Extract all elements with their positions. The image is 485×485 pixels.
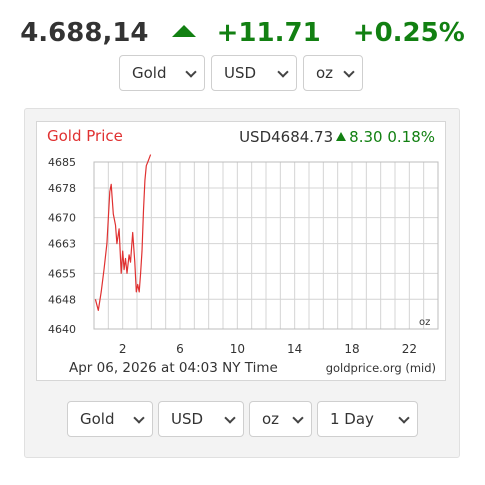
price-change: +11.71 [216,18,321,48]
price-header: 4.688,14 +11.71 +0.25% [0,18,485,48]
chevron-down-icon [224,412,236,424]
y-tick-label: 4655 [48,267,76,280]
currency-select[interactable]: USD [158,401,244,437]
plot-frame [93,161,439,330]
range-select-value: 1 Day [330,410,374,428]
unit-select-top[interactable]: oz [303,55,363,91]
chart-quote-price: USD4684.73 [239,128,334,146]
up-arrow-icon [171,24,196,37]
chevron-down-icon [398,412,410,424]
x-tick-label: 10 [230,342,245,356]
y-tick-label: 4640 [48,323,76,336]
unit-select[interactable]: oz [249,401,312,437]
unit-label: oz [419,317,430,328]
x-axis-ticks: 2 6 10 14 18 22 [119,342,417,356]
x-tick-label: 6 [176,342,184,356]
x-tick-label: 22 [402,342,417,356]
currency-select-value: USD [171,410,204,428]
chevron-down-icon [292,412,304,424]
current-price: 4.688,14 [20,18,149,48]
price-series-line [94,154,152,311]
chevron-down-icon [277,66,289,78]
chevron-down-icon [185,66,197,78]
gold-price-chart: Gold Price USD4684.73 8.30 0.18% 4640 4648… [36,121,446,381]
x-tick-label: 2 [119,342,127,356]
price-change-percent: +0.25% [352,18,465,48]
currency-select-top-value: USD [224,64,257,82]
chart-quote: USD4684.73 8.30 0.18% [239,128,435,146]
chart-title: Gold Price [47,127,123,145]
chevron-down-icon [343,66,355,78]
metal-select-top[interactable]: Gold [119,55,205,91]
y-axis-ticks: 4640 4648 4655 4663 4670 4678 4685 [48,156,76,336]
range-select[interactable]: 1 Day [317,401,418,437]
chart-timestamp: Apr 06, 2026 at 04:03 NY Time [69,360,278,376]
x-tick-label: 14 [287,342,302,356]
chart-source: goldprice.org (mid) [326,361,436,375]
chart-quote-change: 8.30 [349,128,383,146]
unit-select-value: oz [262,410,280,428]
y-tick-label: 4685 [48,156,76,169]
y-tick-label: 4678 [48,182,76,195]
chart-series [94,154,152,311]
currency-select-top[interactable]: USD [211,55,297,91]
metal-select-top-value: Gold [132,64,167,82]
up-triangle-icon [336,132,347,141]
unit-select-top-value: oz [316,64,334,82]
y-tick-label: 4663 [48,238,76,251]
y-tick-label: 4648 [48,293,76,306]
chart-grid [93,161,439,330]
y-tick-label: 4670 [48,212,76,225]
x-tick-label: 18 [344,342,359,356]
metal-select-value: Gold [80,410,115,428]
chart-quote-change-percent: 0.18% [387,128,435,146]
chevron-down-icon [133,412,145,424]
metal-select[interactable]: Gold [67,401,153,437]
